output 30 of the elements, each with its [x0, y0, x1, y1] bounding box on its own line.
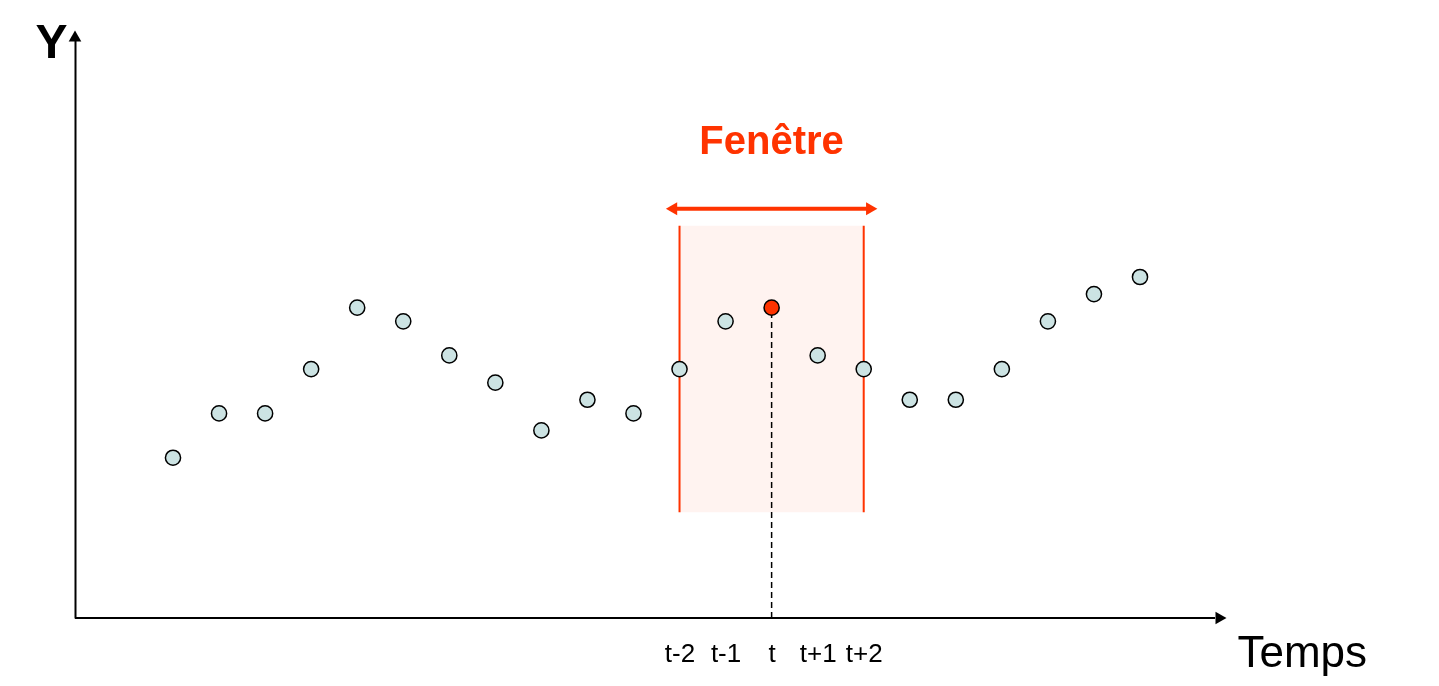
point	[763, 299, 780, 317]
band-label: Fenêtre	[699, 118, 844, 163]
point	[625, 405, 642, 422]
point	[947, 391, 965, 409]
point	[1131, 268, 1149, 286]
point	[440, 347, 458, 364]
x-tick-label: t-2	[664, 637, 696, 668]
point	[164, 449, 182, 467]
x-tick-label: t-1	[710, 637, 742, 668]
point	[487, 374, 504, 392]
x-tick-label: t	[768, 637, 777, 668]
point	[210, 405, 228, 422]
point	[533, 422, 550, 439]
point	[717, 313, 734, 330]
point	[993, 360, 1011, 378]
point	[302, 360, 320, 378]
point	[1085, 285, 1103, 303]
point	[256, 405, 274, 422]
point	[394, 313, 412, 330]
point	[901, 391, 919, 409]
point	[348, 299, 366, 317]
x-tick-label: t+2	[845, 637, 883, 668]
point	[671, 360, 688, 378]
x-axis-title: Temps	[1237, 626, 1368, 676]
x-tick-label: t+1	[799, 637, 837, 668]
point	[579, 391, 596, 409]
point	[1039, 313, 1057, 330]
point	[809, 347, 826, 364]
point	[855, 360, 873, 378]
y-axis-title: Y	[35, 14, 68, 68]
